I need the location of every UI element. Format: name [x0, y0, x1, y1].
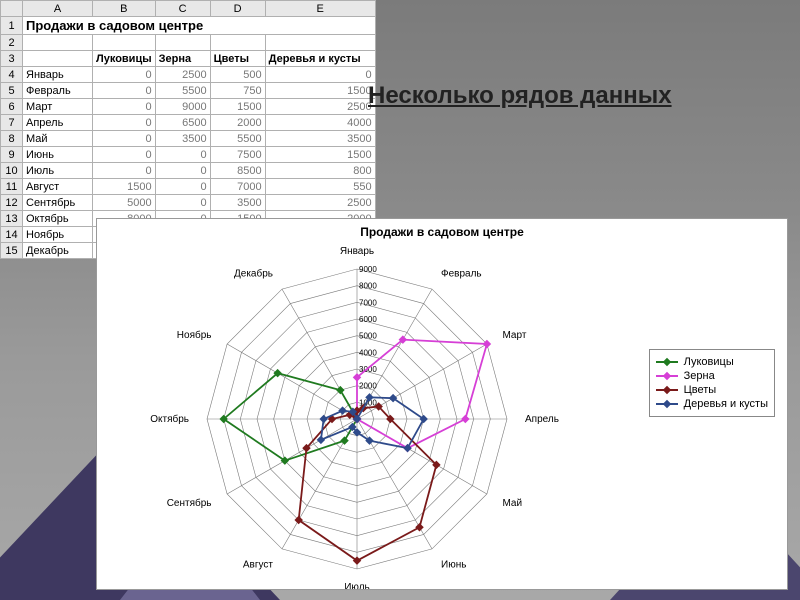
table-row: 6Март0900015002500 — [1, 99, 376, 115]
table-row: 11Август150007000550 — [1, 179, 376, 195]
svg-text:Июнь: Июнь — [441, 559, 466, 570]
svg-text:Февраль: Февраль — [441, 269, 482, 280]
table-row: 4Январь025005000 — [1, 67, 376, 83]
svg-text:Октябрь: Октябрь — [150, 413, 189, 425]
svg-text:2000: 2000 — [359, 382, 377, 391]
legend-item: Деревья и кусты — [656, 398, 768, 410]
legend-item: Луковицы — [656, 356, 768, 368]
slide-headline: Несколько рядов данных — [368, 82, 672, 110]
table-row: 5Февраль055007501500 — [1, 83, 376, 99]
radar-chart: Продажи в садовом центре 100020003000400… — [96, 218, 788, 590]
svg-text:Август: Август — [243, 559, 274, 570]
svg-text:5000: 5000 — [359, 332, 377, 341]
svg-text:Май: Май — [502, 498, 522, 509]
table-row: 7Апрель0650020004000 — [1, 115, 376, 131]
svg-text:Март: Март — [502, 330, 526, 341]
legend-item: Цветы — [656, 384, 768, 396]
svg-text:7000: 7000 — [359, 298, 377, 307]
svg-text:8000: 8000 — [359, 282, 377, 291]
svg-text:9000: 9000 — [359, 265, 377, 274]
radar-svg: 100020003000400050006000700080009000Янва… — [117, 229, 617, 589]
table-row: 9Июнь0075001500 — [1, 147, 376, 163]
table-row: 8Май0350055003500 — [1, 131, 376, 147]
svg-text:4000: 4000 — [359, 348, 377, 357]
chart-legend: Луковицы Зерна Цветы Деревья и кусты — [649, 349, 775, 417]
svg-text:Декабрь: Декабрь — [234, 268, 273, 280]
svg-text:Сентябрь: Сентябрь — [167, 497, 212, 509]
svg-text:Июль: Июль — [344, 582, 370, 589]
legend-item: Зерна — [656, 370, 768, 382]
svg-text:Январь: Январь — [340, 246, 374, 257]
svg-text:Ноябрь: Ноябрь — [177, 329, 212, 341]
table-row: 12Сентябрь5000035002500 — [1, 195, 376, 211]
svg-text:6000: 6000 — [359, 315, 377, 324]
table-row: 10Июль008500800 — [1, 163, 376, 179]
svg-text:Апрель: Апрель — [525, 414, 559, 425]
